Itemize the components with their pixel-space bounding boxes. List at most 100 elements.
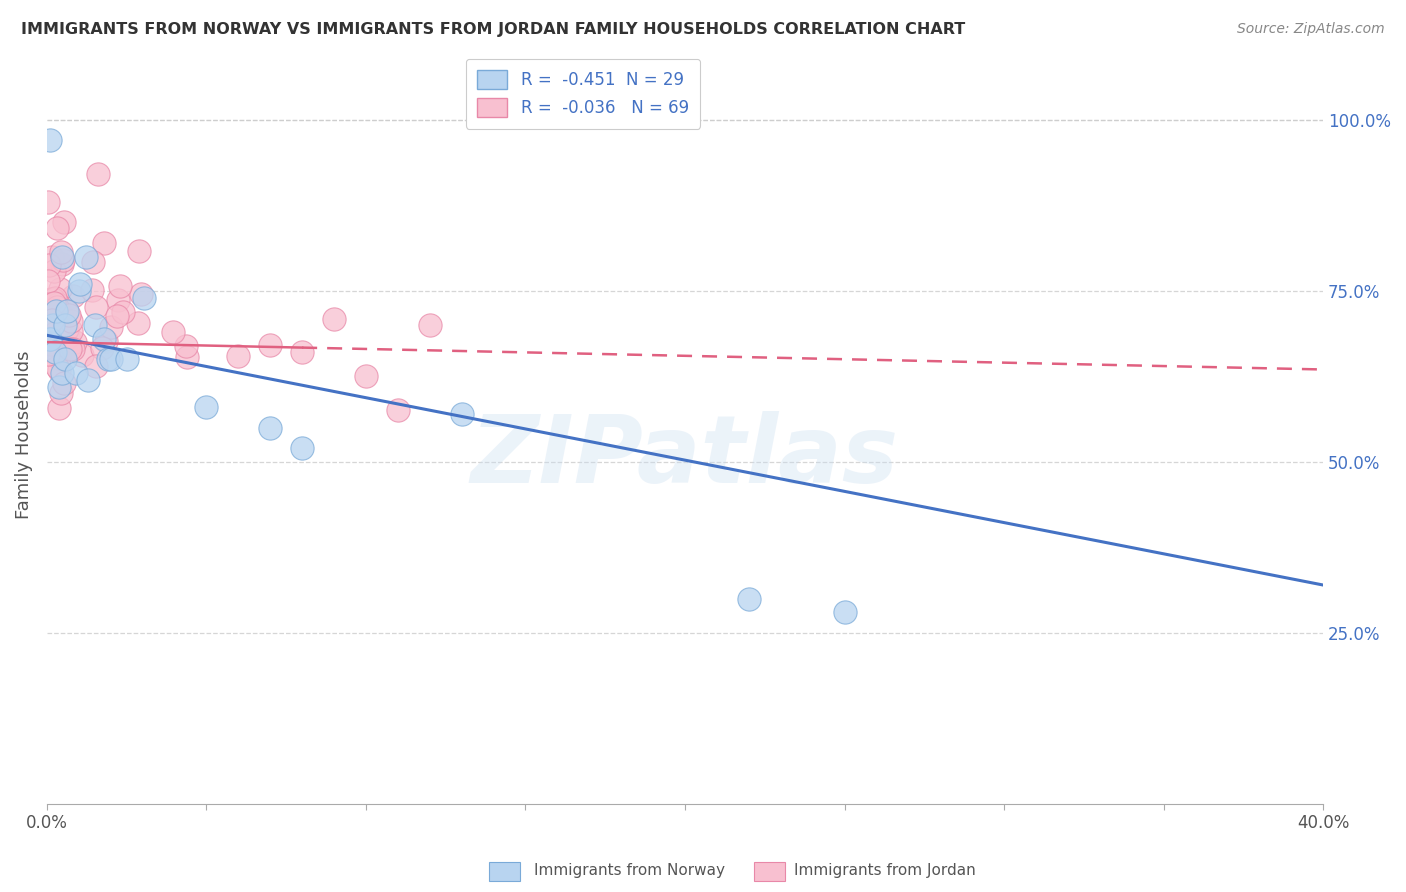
Text: Source: ZipAtlas.com: Source: ZipAtlas.com: [1237, 22, 1385, 37]
Point: [69, 277, 91, 291]
Point: [53, 376, 76, 391]
Point: [67, 284, 90, 298]
Point: [46, 305, 69, 319]
Point: [60, 324, 83, 338]
Point: [38, 331, 60, 345]
Point: [115, 352, 138, 367]
Point: [108, 278, 131, 293]
Point: [75, 250, 97, 264]
Point: [49, 307, 72, 321]
Point: [37, 194, 59, 209]
Point: [55, 304, 77, 318]
Point: [39, 133, 62, 147]
Point: [56, 330, 79, 344]
Text: IMMIGRANTS FROM NORWAY VS IMMIGRANTS FROM JORDAN FAMILY HOUSEHOLDS CORRELATION C: IMMIGRANTS FROM NORWAY VS IMMIGRANTS FRO…: [21, 22, 966, 37]
Legend: R =  -0.451  N = 29, R =  -0.036   N = 69: R = -0.451 N = 29, R = -0.036 N = 69: [465, 59, 700, 128]
Point: [96, 334, 118, 349]
Point: [387, 403, 409, 417]
Point: [51, 366, 73, 380]
Text: Immigrants from Norway: Immigrants from Norway: [534, 863, 725, 878]
Point: [52, 253, 75, 268]
Point: [49, 385, 72, 400]
Point: [46, 359, 69, 374]
Point: [174, 339, 197, 353]
Point: [59, 342, 82, 356]
Point: [58, 308, 80, 322]
Point: [53, 215, 76, 229]
Point: [228, 349, 250, 363]
Point: [45, 325, 67, 339]
Point: [39, 293, 62, 307]
Point: [48, 379, 70, 393]
Point: [82, 254, 104, 268]
Point: [63, 334, 86, 349]
Point: [46, 300, 69, 314]
Point: [45, 304, 67, 318]
Point: [37, 275, 59, 289]
Point: [48, 351, 70, 366]
Text: ZIPatlas: ZIPatlas: [471, 410, 898, 503]
Point: [49, 245, 72, 260]
Point: [51, 250, 73, 264]
Point: [44, 345, 66, 359]
Point: [91, 341, 114, 355]
Point: [46, 221, 69, 235]
Point: [38, 258, 60, 272]
Point: [195, 400, 218, 414]
Point: [354, 369, 377, 384]
Point: [93, 332, 115, 346]
Point: [738, 591, 761, 606]
Point: [55, 304, 77, 318]
Point: [134, 291, 156, 305]
Point: [41, 313, 63, 327]
Point: [259, 337, 281, 351]
Point: [291, 441, 314, 455]
Point: [162, 325, 184, 339]
Point: [129, 286, 152, 301]
Point: [84, 359, 107, 373]
Point: [42, 296, 65, 310]
Point: [51, 257, 73, 271]
Point: [84, 300, 107, 314]
Text: Immigrants from Jordan: Immigrants from Jordan: [794, 863, 976, 878]
Point: [128, 244, 150, 258]
Point: [259, 420, 281, 434]
Point: [323, 312, 346, 326]
Point: [37, 347, 59, 361]
Point: [450, 407, 472, 421]
Point: [834, 606, 856, 620]
Point: [42, 292, 65, 306]
Point: [39, 332, 62, 346]
Y-axis label: Family Households: Family Households: [15, 351, 32, 519]
Point: [82, 283, 104, 297]
Point: [45, 302, 67, 317]
Point: [111, 305, 134, 319]
Point: [62, 289, 84, 303]
Point: [44, 291, 66, 305]
Point: [41, 250, 63, 264]
Point: [42, 318, 65, 332]
Point: [45, 330, 67, 344]
Point: [70, 348, 93, 362]
Point: [100, 320, 122, 334]
Point: [107, 293, 129, 307]
Point: [100, 352, 122, 367]
Point: [97, 352, 120, 367]
Point: [48, 362, 70, 376]
Point: [42, 264, 65, 278]
Point: [56, 322, 79, 336]
Point: [39, 336, 62, 351]
Point: [49, 282, 72, 296]
Point: [53, 352, 76, 367]
Point: [93, 235, 115, 250]
Point: [39, 332, 62, 346]
Point: [291, 344, 314, 359]
Point: [48, 401, 70, 415]
Point: [87, 168, 110, 182]
Point: [77, 373, 100, 387]
Point: [59, 314, 82, 328]
Point: [127, 316, 149, 330]
Point: [83, 318, 105, 332]
Point: [419, 318, 441, 332]
Point: [53, 318, 76, 332]
